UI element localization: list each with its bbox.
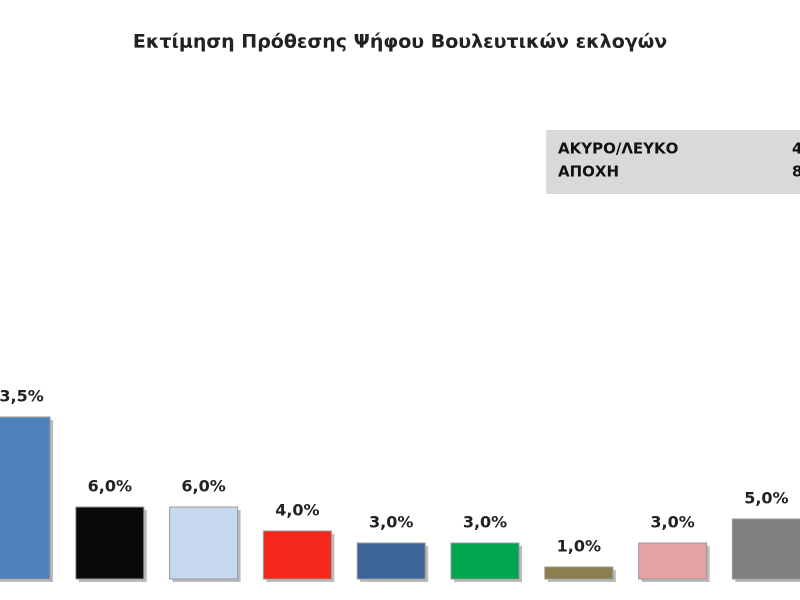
bar: [544, 566, 614, 580]
bar: [638, 542, 708, 580]
value-label: 3,0%: [463, 513, 507, 532]
bar: [450, 542, 520, 580]
bar: [356, 542, 426, 580]
bar: [0, 416, 51, 580]
side-table-value: 4: [792, 140, 800, 158]
side-table-label: ΑΚΥΡΟ/ΛΕΥΚΟ: [558, 140, 678, 158]
side-table-box: [546, 130, 800, 194]
value-label: 6,0%: [88, 477, 132, 496]
side-table-label: ΑΠΟΧΗ: [558, 163, 619, 181]
bar: [75, 506, 145, 580]
side-table-value: 8: [792, 163, 800, 181]
bar: [169, 506, 239, 580]
bar: [731, 518, 800, 580]
value-label: 3,0%: [369, 513, 413, 532]
value-label: 13,5%: [0, 387, 44, 406]
value-label: 5,0%: [744, 489, 788, 508]
value-label: 3,0%: [650, 513, 694, 532]
chart-title: Εκτίμηση Πρόθεσης Ψήφου Βουλευτικών εκλο…: [133, 31, 667, 53]
value-label: 1,0%: [557, 537, 601, 556]
value-label: 4,0%: [275, 501, 319, 520]
value-label: 6,0%: [181, 477, 225, 496]
bar: [262, 530, 332, 580]
